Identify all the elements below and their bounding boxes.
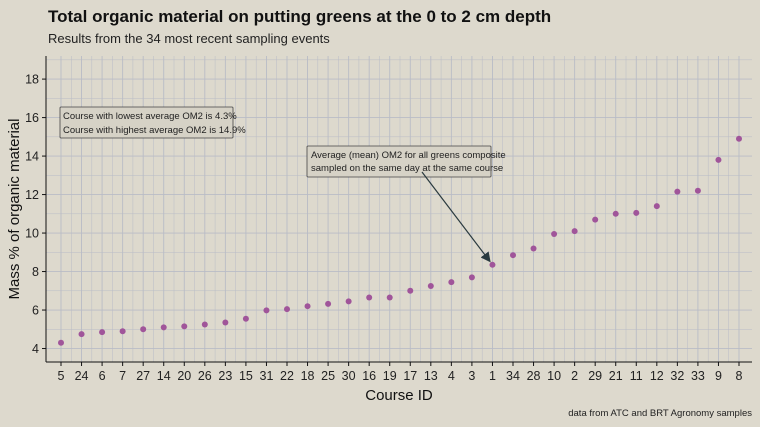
data-point bbox=[263, 307, 270, 314]
x-tick-label: 3 bbox=[468, 369, 475, 383]
mean-annotation-box bbox=[306, 145, 492, 178]
data-point bbox=[612, 210, 619, 217]
chart-title: Total organic material on putting greens… bbox=[48, 7, 551, 26]
data-point bbox=[674, 188, 681, 195]
mean-annotation: Average (mean) OM2 for all greens compos… bbox=[306, 145, 506, 263]
x-tick-label: 15 bbox=[239, 369, 253, 383]
data-point bbox=[284, 306, 290, 313]
data-point bbox=[366, 294, 373, 301]
data-point bbox=[407, 287, 414, 294]
x-tick-label: 1 bbox=[489, 369, 496, 383]
data-point bbox=[489, 261, 496, 268]
mean-annotation-line-2: sampled on the same day at the same cour… bbox=[311, 163, 503, 174]
mean-annotation-line-1: Average (mean) OM2 for all greens compos… bbox=[311, 150, 506, 161]
data-points bbox=[58, 135, 742, 346]
grid bbox=[46, 56, 752, 362]
data-point bbox=[78, 331, 85, 338]
y-axis-title: Mass % of organic material bbox=[6, 119, 23, 300]
x-tick-label: 10 bbox=[547, 369, 561, 383]
x-axis-title: Course ID bbox=[365, 387, 433, 404]
x-tick-label: 34 bbox=[506, 369, 520, 383]
range-annotation: Course with lowest average OM2 is 4.3% C… bbox=[59, 106, 246, 139]
y-tick-label: 14 bbox=[25, 150, 39, 164]
x-tick-label: 27 bbox=[136, 369, 150, 383]
data-point bbox=[551, 231, 558, 238]
x-tick-label: 14 bbox=[157, 369, 171, 383]
data-point bbox=[468, 274, 475, 281]
data-point bbox=[325, 300, 332, 307]
data-point bbox=[345, 298, 352, 305]
x-tick-label: 5 bbox=[58, 369, 65, 383]
y-tick-label: 10 bbox=[25, 227, 39, 241]
data-point bbox=[715, 156, 722, 163]
chart-subtitle: Results from the 34 most recent sampling… bbox=[48, 31, 330, 46]
data-point bbox=[119, 328, 126, 335]
data-point bbox=[427, 282, 434, 289]
x-tick-label: 6 bbox=[99, 369, 106, 383]
x-tick-label: 31 bbox=[260, 369, 274, 383]
x-tick-label: 7 bbox=[119, 369, 126, 383]
data-point bbox=[633, 209, 640, 216]
data-point bbox=[530, 245, 537, 252]
data-point bbox=[694, 187, 701, 194]
y-tick-label: 4 bbox=[32, 342, 39, 356]
x-tick-label: 13 bbox=[424, 369, 438, 383]
x-tick-label: 9 bbox=[715, 369, 722, 383]
x-tick-label: 32 bbox=[670, 369, 684, 383]
x-tick-label: 17 bbox=[403, 369, 417, 383]
x-tick-label: 25 bbox=[321, 369, 335, 383]
data-point bbox=[736, 135, 742, 142]
data-point bbox=[99, 329, 106, 336]
data-point bbox=[510, 252, 516, 259]
data-point bbox=[448, 279, 455, 286]
data-point bbox=[160, 324, 167, 331]
data-point bbox=[140, 326, 147, 333]
y-ticks: 4 6 8 10 12 14 16 18 bbox=[25, 73, 46, 356]
x-ticks: 5 24 6 7 27 14 20 26 23 15 31 22 18 25 30 16 19 17 13 4 3 1 34… bbox=[58, 362, 743, 383]
x-tick-label: 2 bbox=[571, 369, 578, 383]
x-tick-label: 22 bbox=[280, 369, 294, 383]
data-point bbox=[242, 315, 249, 322]
y-tick-label: 12 bbox=[25, 188, 39, 202]
range-annotation-line-1: Course with lowest average OM2 is 4.3% bbox=[63, 111, 237, 122]
x-tick-label: 12 bbox=[650, 369, 664, 383]
y-tick-label: 8 bbox=[32, 265, 39, 279]
x-tick-label: 20 bbox=[177, 369, 191, 383]
x-tick-label: 33 bbox=[691, 369, 705, 383]
mean-annotation-arrow bbox=[421, 171, 491, 263]
x-tick-label: 21 bbox=[609, 369, 623, 383]
x-tick-label: 19 bbox=[383, 369, 397, 383]
x-tick-label: 8 bbox=[736, 369, 743, 383]
x-tick-label: 26 bbox=[198, 369, 212, 383]
x-tick-label: 16 bbox=[362, 369, 376, 383]
y-tick-label: 16 bbox=[25, 111, 39, 125]
range-annotation-box bbox=[59, 106, 234, 139]
data-point bbox=[201, 321, 208, 328]
x-tick-label: 11 bbox=[630, 369, 643, 383]
range-annotation-line-2: Course with highest average OM2 is 14.9% bbox=[63, 125, 246, 136]
x-tick-label: 23 bbox=[218, 369, 232, 383]
y-tick-label: 6 bbox=[32, 304, 39, 318]
data-point bbox=[304, 303, 311, 310]
data-point bbox=[181, 323, 188, 330]
data-point bbox=[58, 339, 64, 346]
x-tick-label: 4 bbox=[448, 369, 455, 383]
x-tick-label: 24 bbox=[75, 369, 89, 383]
x-tick-label: 28 bbox=[527, 369, 541, 383]
data-point bbox=[653, 203, 660, 210]
x-tick-label: 29 bbox=[588, 369, 602, 383]
data-point bbox=[571, 228, 578, 235]
y-tick-label: 18 bbox=[25, 73, 39, 87]
chart-caption: data from ATC and BRT Agronomy samples bbox=[568, 408, 752, 419]
x-tick-label: 30 bbox=[342, 369, 356, 383]
data-point bbox=[592, 216, 599, 223]
data-point bbox=[386, 294, 393, 301]
x-tick-label: 18 bbox=[301, 369, 315, 383]
data-point bbox=[222, 319, 229, 326]
